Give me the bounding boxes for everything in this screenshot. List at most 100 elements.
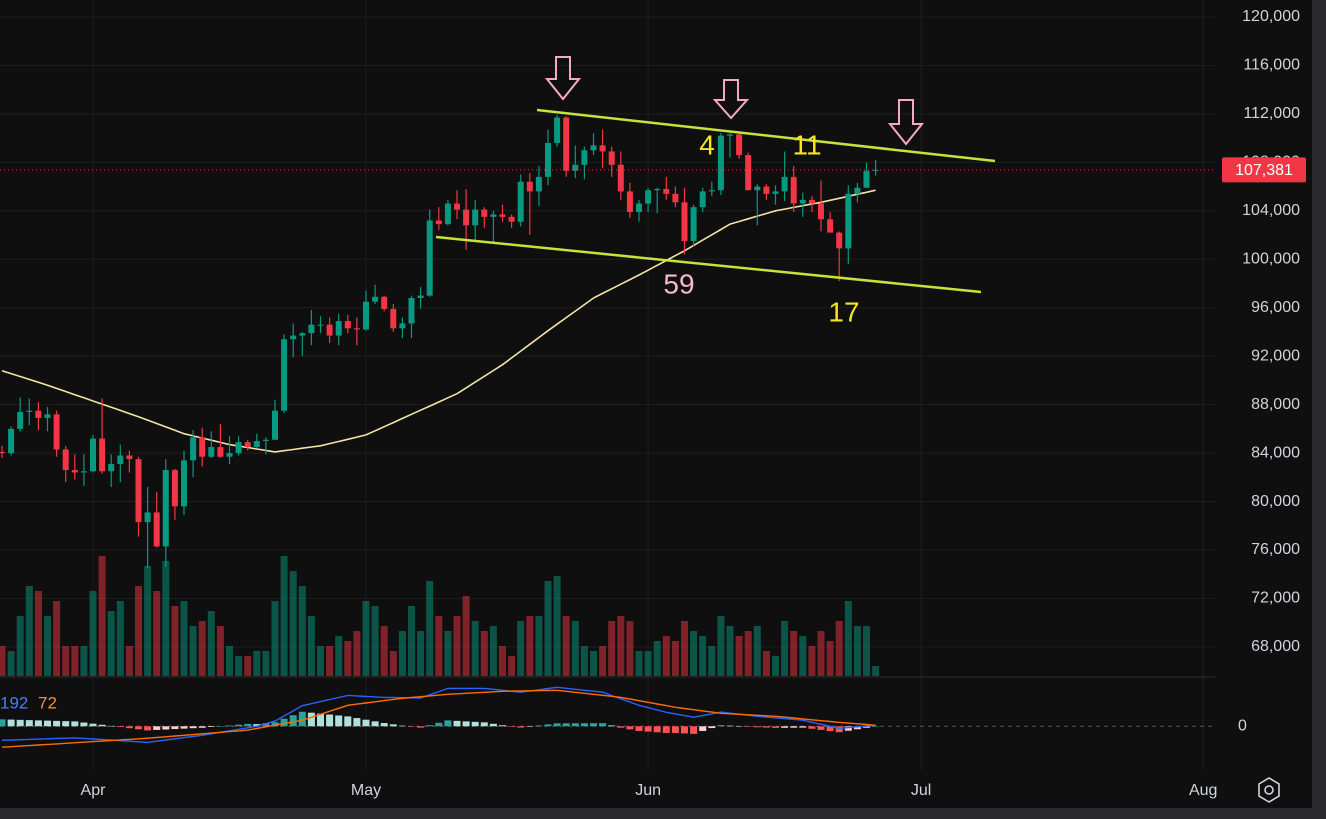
volume-bar [826, 641, 834, 676]
settings-button[interactable] [1258, 777, 1280, 803]
candle-body [599, 145, 606, 152]
candle-body [171, 470, 178, 507]
candle-body [736, 134, 743, 156]
settings-icon[interactable] [1258, 777, 1280, 803]
histogram-bar [289, 715, 297, 727]
candle-body [335, 321, 342, 336]
candle-body [836, 232, 843, 249]
volume-bar [617, 616, 625, 676]
signal-line [1, 689, 876, 748]
candle-body [699, 191, 706, 208]
histogram-bar [16, 719, 24, 727]
volume-bar [462, 596, 470, 676]
histogram-bar [235, 724, 243, 727]
candle-body [845, 193, 852, 249]
macd-legend: 192 [0, 693, 28, 712]
histogram-bar [216, 726, 224, 727]
histogram-bar [835, 726, 843, 733]
volume-bar [817, 631, 825, 676]
volume-bar [480, 631, 488, 676]
volume-bar [253, 651, 261, 676]
y-tick-label: 88,000 [1251, 396, 1300, 413]
y-tick-label: 68,000 [1251, 638, 1300, 655]
histogram-bar [326, 714, 334, 727]
candle-body [717, 135, 724, 191]
volume-bar [53, 601, 61, 676]
candle-body [17, 411, 24, 429]
candle-body [299, 333, 306, 336]
y-tick-label: 120,000 [1242, 8, 1300, 25]
candle-body [244, 442, 251, 448]
histogram-bar [344, 716, 352, 727]
volume-bar [380, 626, 388, 676]
histogram-bar [681, 726, 688, 734]
candle-body [80, 471, 87, 473]
volume-bar [153, 591, 161, 676]
candle-body [645, 190, 652, 204]
volume-bar [307, 616, 315, 676]
histogram-bar [244, 723, 252, 727]
volume-bar [171, 606, 179, 676]
annotation: 11 [792, 129, 821, 160]
volume-bar [262, 651, 270, 676]
volume-bar [71, 646, 79, 676]
histogram-bar [262, 723, 270, 727]
histogram-bar [699, 726, 707, 731]
histogram-bar [844, 726, 852, 731]
candle-body [636, 203, 642, 213]
volume-bar [799, 636, 807, 676]
candle-body [517, 181, 524, 222]
candle-body [708, 190, 715, 192]
candle-body [772, 191, 779, 194]
candle-body [617, 164, 624, 192]
volume-bar [690, 631, 698, 676]
volume-bar [244, 656, 252, 676]
histogram-bar [125, 726, 133, 729]
histogram-bar [508, 726, 516, 727]
drawings: 4 11 59 17 [435, 56, 996, 327]
volume-bar [144, 566, 152, 676]
candle-body [372, 296, 379, 302]
volume-bar [853, 626, 861, 676]
volume-bar [398, 631, 406, 676]
candle-body [444, 203, 451, 225]
histogram-bar [653, 726, 661, 733]
histogram-bar [144, 726, 152, 731]
histogram-bar [107, 725, 115, 727]
candle-body [399, 323, 406, 329]
volume-bar [717, 616, 725, 676]
volume-bar [508, 656, 516, 676]
candle-body [626, 191, 633, 213]
volume-bar [34, 591, 42, 676]
settings-icon-center[interactable] [1264, 785, 1274, 795]
histogram-bar [553, 723, 561, 727]
histogram-bar [116, 726, 124, 728]
candle-body [0, 451, 5, 454]
last-price-label: 107,381 [1235, 162, 1293, 179]
histogram-bar [25, 720, 33, 727]
histogram-bar [335, 715, 343, 727]
volume-bar [744, 631, 752, 676]
y-tick-label: 92,000 [1251, 347, 1300, 364]
candle-body [581, 150, 588, 165]
volume-bar [863, 626, 870, 676]
candle-body [672, 193, 679, 203]
volume-bar [335, 636, 343, 676]
histogram-bar [863, 726, 870, 728]
histogram-bar [371, 721, 379, 727]
histogram-bar [180, 726, 188, 729]
volume-bar [499, 646, 506, 676]
volume-bar [553, 576, 561, 676]
histogram-bar [790, 726, 798, 728]
candle-body [463, 209, 470, 226]
volume-bar [580, 646, 588, 676]
volume-bar [453, 616, 461, 676]
y-tick-label: 100,000 [1242, 250, 1300, 267]
volume-bar [25, 586, 33, 676]
candle-body [353, 328, 360, 330]
volume-bar [835, 621, 843, 676]
histogram-bar [608, 725, 616, 727]
volume-bar [872, 666, 880, 676]
histogram-bar [444, 720, 452, 727]
